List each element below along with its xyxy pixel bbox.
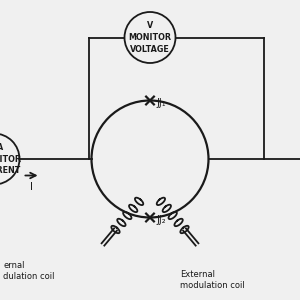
- Text: I: I: [30, 182, 33, 192]
- Text: JJ₂: JJ₂: [157, 215, 166, 225]
- Circle shape: [124, 12, 176, 63]
- Text: JJ₁: JJ₁: [157, 98, 166, 108]
- Text: A
MONITOR
CURRENT: A MONITOR CURRENT: [0, 143, 22, 175]
- Text: V
MONITOR
VOLTAGE: V MONITOR VOLTAGE: [128, 21, 172, 54]
- Text: ernal
dulation coil: ernal dulation coil: [3, 261, 55, 281]
- Text: External
modulation coil: External modulation coil: [180, 270, 245, 290]
- Circle shape: [0, 134, 20, 184]
